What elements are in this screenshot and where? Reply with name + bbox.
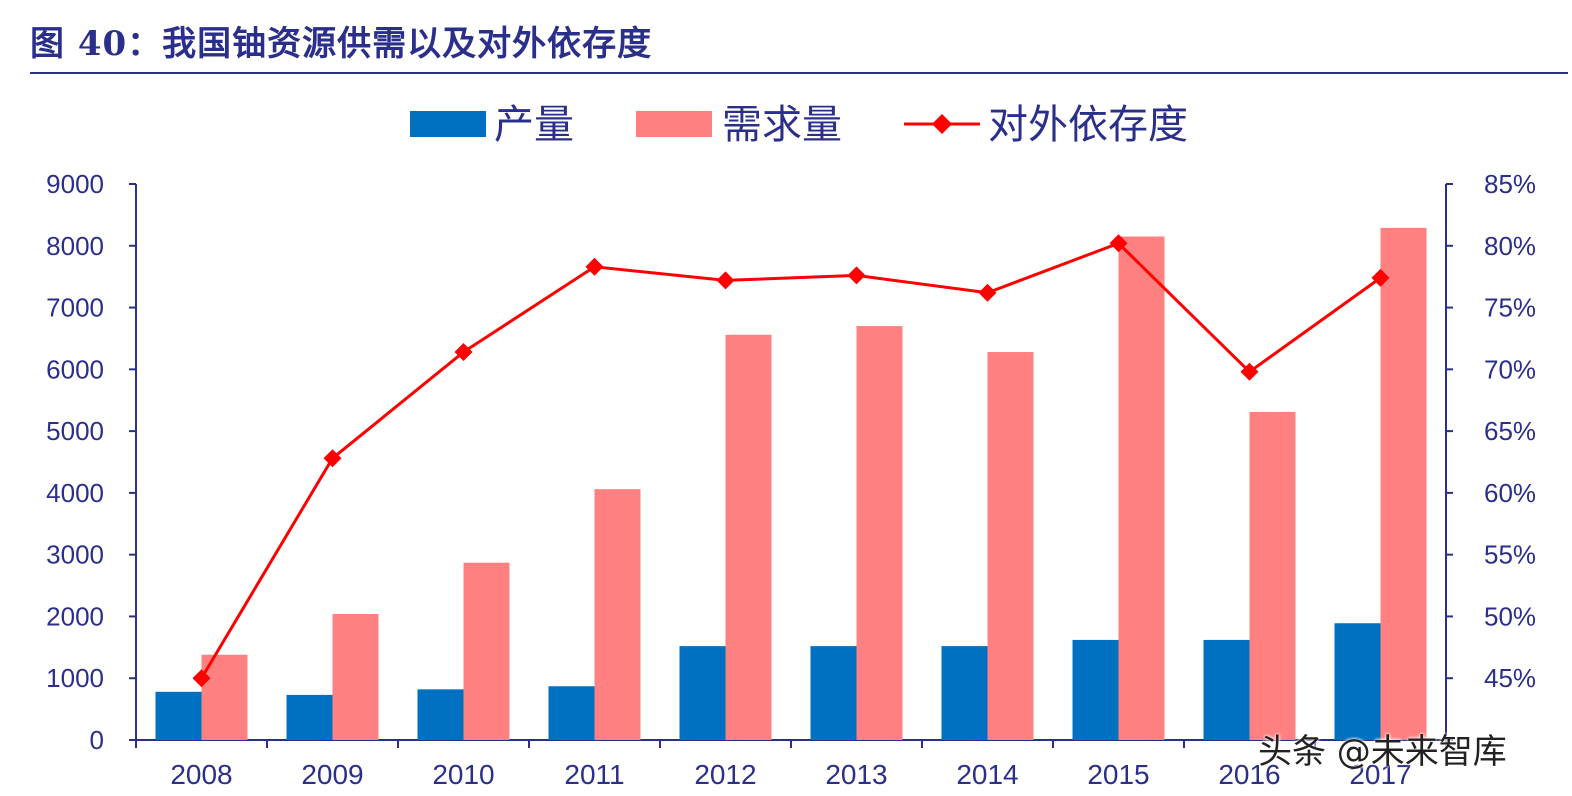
production-bar bbox=[155, 691, 202, 740]
right-axis-tick-label: 60% bbox=[1484, 478, 1536, 508]
production-bar bbox=[679, 646, 726, 740]
left-axis-tick-label: 1000 bbox=[46, 663, 104, 693]
x-axis-tick-label: 2017 bbox=[1349, 759, 1411, 790]
demand-bar bbox=[201, 654, 248, 740]
right-axis-tick-label: 75% bbox=[1484, 293, 1536, 323]
dependence-marker bbox=[716, 271, 735, 290]
left-axis-tick-label: 7000 bbox=[46, 293, 104, 323]
dependence-marker bbox=[192, 669, 211, 688]
demand-bar bbox=[856, 326, 903, 740]
x-axis-tick-label: 2008 bbox=[170, 759, 232, 790]
x-axis-tick-label: 2011 bbox=[564, 759, 624, 790]
x-axis-tick-label: 2014 bbox=[956, 759, 1018, 790]
x-axis-tick-label: 2012 bbox=[694, 759, 756, 790]
production-bar bbox=[1334, 623, 1381, 740]
left-axis-tick-label: 3000 bbox=[46, 540, 104, 570]
legend-label-demand: 需求量 bbox=[722, 102, 842, 148]
production-bar bbox=[1072, 639, 1119, 740]
right-axis-tick-label: 80% bbox=[1484, 231, 1536, 261]
left-axis-tick-label: 2000 bbox=[46, 601, 104, 631]
watermark-text: 头条 @未来智库 bbox=[1258, 732, 1507, 772]
legend-swatch-production bbox=[410, 111, 486, 137]
left-axis-tick-label: 6000 bbox=[46, 354, 104, 384]
right-axis-tick-label: 70% bbox=[1484, 354, 1536, 384]
demand-bar bbox=[1249, 411, 1296, 740]
demand-bar bbox=[1118, 236, 1165, 740]
dependence-marker bbox=[978, 283, 997, 302]
dependence-marker bbox=[1371, 268, 1390, 287]
title-divider bbox=[30, 72, 1568, 74]
production-bar bbox=[286, 694, 333, 740]
left-axis-tick-label: 5000 bbox=[46, 416, 104, 446]
dependence-polyline bbox=[200, 241, 1382, 679]
x-axis-tick-label: 2013 bbox=[825, 759, 887, 790]
chart-legend: 产量 需求量 对外依存度 bbox=[410, 102, 1188, 148]
production-bar bbox=[548, 686, 595, 740]
x-axis-tick-label: 2009 bbox=[301, 759, 363, 790]
production-bar bbox=[810, 646, 857, 740]
demand-bar bbox=[332, 613, 379, 740]
right-axis-tick-label: 50% bbox=[1484, 601, 1536, 631]
x-axis-tick-label: 2016 bbox=[1218, 759, 1280, 790]
demand-bar bbox=[1380, 227, 1427, 740]
legend-swatch-demand bbox=[636, 111, 712, 137]
left-axis-tick-label: 9000 bbox=[46, 169, 104, 199]
dependence-marker bbox=[454, 343, 473, 362]
left-axis-tick-label: 4000 bbox=[46, 478, 104, 508]
right-axis-tick-label: 45% bbox=[1484, 663, 1536, 693]
dependence-marker bbox=[847, 266, 866, 285]
demand-bar bbox=[463, 562, 510, 740]
left-axis-tick-label: 0 bbox=[90, 725, 104, 755]
demand-bar bbox=[987, 352, 1034, 740]
dependence-marker bbox=[585, 257, 604, 276]
x-axis-tick-label: 2015 bbox=[1087, 759, 1149, 790]
chart-bars bbox=[155, 227, 1427, 740]
production-bar bbox=[1203, 639, 1250, 740]
demand-bar bbox=[594, 489, 641, 740]
legend-label-production: 产量 bbox=[494, 102, 574, 148]
dependence-line bbox=[192, 234, 1390, 688]
right-axis-tick-label: 55% bbox=[1484, 540, 1536, 570]
legend-label-dependence: 对外依存度 bbox=[988, 102, 1188, 148]
dependence-marker bbox=[323, 449, 342, 468]
right-axis-tick-label: 85% bbox=[1484, 169, 1536, 199]
x-axis-labels: 2008 2009 2010 2011 2012 2013 2014 2015 2016 2017 bbox=[170, 759, 1411, 790]
left-axis-tick-label: 8000 bbox=[46, 231, 104, 261]
legend-swatch-dependence-marker bbox=[932, 114, 952, 134]
dependence-marker bbox=[1109, 234, 1128, 253]
production-bar bbox=[941, 646, 988, 740]
right-axis-tick-label: 65% bbox=[1484, 416, 1536, 446]
figure-title: 图 40：我国铀资源供需以及对外依存度 bbox=[30, 24, 653, 64]
x-axis-tick-label: 2010 bbox=[432, 759, 494, 790]
dependence-marker bbox=[1240, 362, 1259, 381]
demand-bar bbox=[725, 334, 772, 740]
production-bar bbox=[417, 689, 464, 740]
chart-axes: 0 1000 2000 3000 4000 5000 6000 7000 8000 9000 45%… bbox=[46, 169, 1536, 755]
